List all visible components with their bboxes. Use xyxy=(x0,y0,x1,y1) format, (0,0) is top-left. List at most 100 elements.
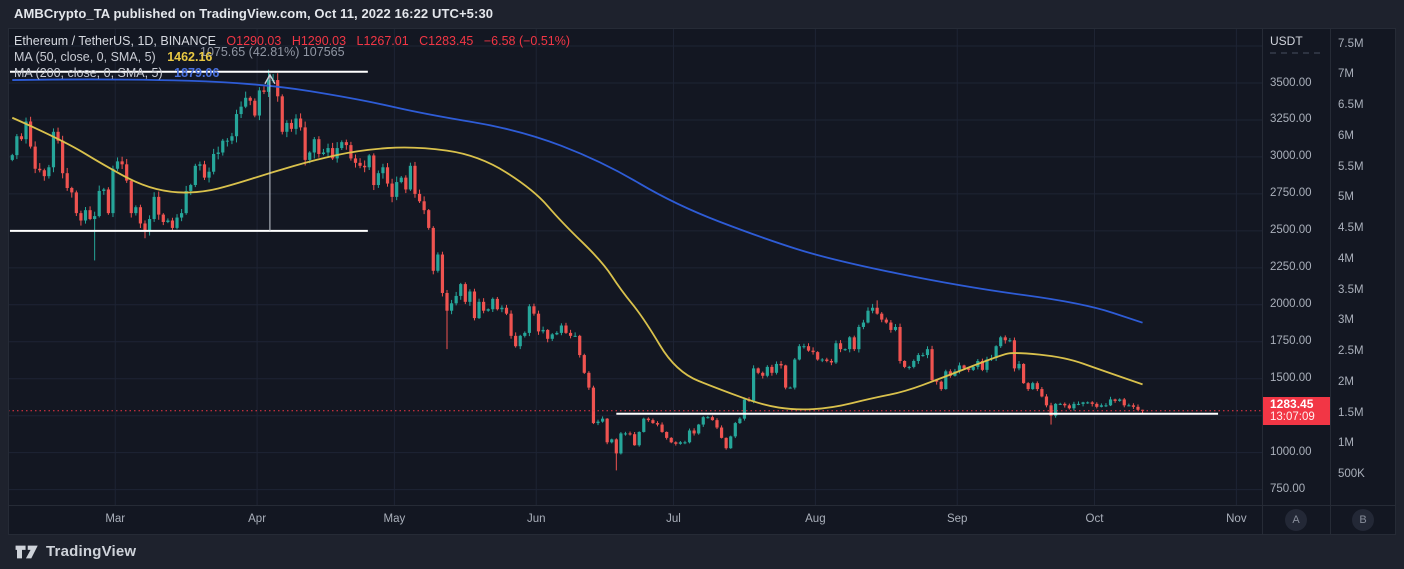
candle-body xyxy=(129,180,133,214)
volume-tick-label: 7M xyxy=(1338,68,1354,81)
candles-series xyxy=(10,69,1145,471)
candle-body xyxy=(138,207,143,224)
candle-body xyxy=(468,291,472,302)
volume-tick-label: 2M xyxy=(1338,375,1354,388)
legend-change: −6.58 (−0.51%) xyxy=(483,34,571,48)
candle-body xyxy=(770,366,774,373)
candle-body xyxy=(633,434,637,446)
candle-body xyxy=(47,167,51,177)
candle-body xyxy=(1095,403,1099,407)
candle-body xyxy=(280,96,284,132)
candle-body xyxy=(102,189,106,191)
candle-body xyxy=(980,360,984,370)
volume-tick-label: 500K xyxy=(1338,468,1365,480)
legend-close: C1283.45 xyxy=(419,34,474,48)
candle-body xyxy=(15,136,19,156)
candle-body xyxy=(628,433,632,435)
candle-body xyxy=(1118,399,1122,401)
candle-body xyxy=(1104,405,1108,407)
candle-body xyxy=(436,254,440,271)
candle-body xyxy=(971,366,975,370)
candle-body xyxy=(811,350,815,353)
volume-scale-b-button[interactable]: B xyxy=(1352,509,1374,531)
candle-body xyxy=(244,97,248,107)
candle-body xyxy=(230,136,234,141)
legend-symbol-row[interactable]: Ethereum / TetherUS, 1D, BINANCE O1290.0… xyxy=(14,33,570,49)
candle-body xyxy=(262,90,266,92)
candle-body xyxy=(518,335,522,347)
candle-body xyxy=(395,182,399,197)
price-scale-a-button[interactable]: A xyxy=(1285,509,1307,531)
candle-body xyxy=(385,167,390,184)
measure-arrow xyxy=(264,73,276,85)
legend-ma50-row[interactable]: MA (50, close, 0, SMA, 5) 1462.16 xyxy=(14,49,570,65)
candle-body xyxy=(825,359,829,361)
legend-ma200-row[interactable]: MA (200, close, 0, SMA, 5) 1879.06 xyxy=(14,65,570,81)
candle-body xyxy=(19,136,24,140)
candle-body xyxy=(1067,405,1071,409)
candle-body xyxy=(363,165,367,168)
candle-body xyxy=(509,313,513,336)
candle-body xyxy=(381,167,385,174)
tradingview-wordmark[interactable]: TradingView xyxy=(46,543,137,560)
candle-body xyxy=(239,106,243,115)
chart-legend: Ethereum / TetherUS, 1D, BINANCE O1290.0… xyxy=(14,33,570,81)
candle-body xyxy=(600,418,605,422)
candle-body xyxy=(962,365,966,369)
volume-tick-label: 5.5M xyxy=(1338,160,1364,173)
candle-body xyxy=(51,131,56,168)
price-tick-label: 3500.00 xyxy=(1270,76,1312,89)
ma200-line xyxy=(12,78,1143,324)
candle-body xyxy=(605,418,609,443)
candle-body xyxy=(541,329,545,332)
candle-body xyxy=(216,152,220,154)
candle-body xyxy=(1113,399,1117,401)
candle-body xyxy=(390,183,394,197)
current-price-badge[interactable]: 1283.45 13:07:09 xyxy=(1263,396,1330,425)
candle-body xyxy=(559,325,564,333)
candle-body xyxy=(898,326,902,361)
candle-body xyxy=(289,122,294,129)
candle-body xyxy=(637,431,641,446)
month-label: Sep xyxy=(946,513,968,525)
candle-body xyxy=(193,165,197,186)
candle-body xyxy=(106,189,110,214)
candle-body xyxy=(285,122,289,132)
price-tick-label: 1500.00 xyxy=(1270,372,1312,385)
candle-body xyxy=(939,381,943,390)
candle-body xyxy=(321,152,326,154)
candle-body xyxy=(875,307,879,314)
volume-tick-label: 6.5M xyxy=(1338,99,1364,111)
candle-body xyxy=(861,322,866,327)
price-axis[interactable]: USDT 3500.00 3250.00 3000.00 2750.00 2500.00… xyxy=(1263,28,1330,505)
candle-body xyxy=(985,359,989,370)
candle-body xyxy=(1017,363,1021,369)
candle-body xyxy=(198,164,202,166)
candle-body xyxy=(797,346,801,360)
candle-body xyxy=(308,152,312,160)
candle-body xyxy=(1108,399,1113,406)
tradingview-logo[interactable] xyxy=(14,542,40,562)
candle-body xyxy=(816,352,820,360)
price-axis-separator xyxy=(1262,28,1263,535)
candle-body xyxy=(889,322,893,330)
volume-tick-label: 7.5M xyxy=(1338,37,1364,50)
candle-body xyxy=(175,217,179,228)
volume-axis[interactable]: 7.5M 7M 6.5M 6M 5.5M 5M 4.5M 4M 3.5M 3M 2.5M 2M 1.5M… xyxy=(1331,28,1396,505)
candle-body xyxy=(486,309,490,311)
candle-body xyxy=(1122,399,1126,406)
time-axis[interactable]: Mar Apr May Jun Jul Aug Sep Oct Nov A B xyxy=(8,506,1396,535)
candle-body xyxy=(655,423,660,425)
candle-body xyxy=(852,337,856,350)
candle-body xyxy=(340,142,344,149)
candle-body xyxy=(79,213,83,221)
candle-body xyxy=(514,335,518,347)
candle-body xyxy=(491,298,495,310)
candle-body xyxy=(24,121,28,140)
badge-countdown: 13:07:09 xyxy=(1270,410,1315,423)
candle-body xyxy=(738,418,742,424)
candle-body xyxy=(1054,403,1058,416)
legend-symbol[interactable]: Ethereum / TetherUS, 1D, BINANCE xyxy=(14,34,216,48)
